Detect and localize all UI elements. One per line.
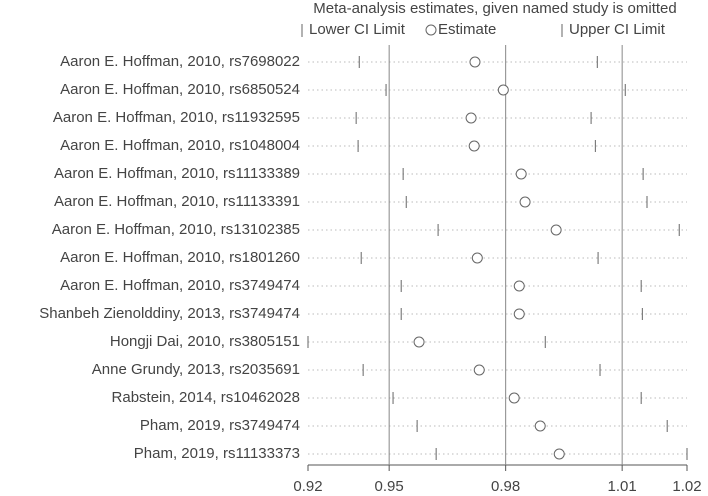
estimate-marker (468, 140, 480, 152)
y-tick-label: Aaron E. Hoffman, 2010, rs6850524 (60, 81, 300, 98)
estimate-marker (469, 56, 481, 68)
x-tick-label: 0.98 (491, 478, 520, 495)
x-tick-label: 1.01 (608, 478, 637, 495)
estimate-marker (515, 168, 527, 180)
y-tick-label: Aaron E. Hoffman, 2010, rs11133389 (54, 165, 300, 182)
y-tick-label: Aaron E. Hoffman, 2010, rs11133391 (54, 193, 300, 210)
chart-title: Meta-analysis estimates, given named stu… (313, 0, 677, 17)
y-tick-label: Anne Grundy, 2013, rs2035691 (92, 361, 300, 378)
legend-symbol (425, 24, 437, 36)
estimate-marker (413, 336, 425, 348)
y-tick-label: Shanbeh Zienolddiny, 2013, rs3749474 (39, 305, 300, 322)
x-tick-label: 0.92 (293, 478, 322, 495)
y-tick-label: Aaron E. Hoffman, 2010, rs1048004 (60, 137, 300, 154)
estimate-marker (513, 308, 525, 320)
y-tick-label: Aaron E. Hoffman, 2010, rs1801260 (60, 249, 300, 266)
legend-label: Upper CI Limit (569, 21, 666, 38)
y-tick-label: Hongji Dai, 2010, rs3805151 (110, 333, 300, 350)
legend-label: Lower CI Limit (309, 21, 406, 38)
estimate-marker (465, 112, 477, 124)
estimate-marker (508, 392, 520, 404)
estimate-marker (534, 420, 546, 432)
estimate-marker (553, 448, 565, 460)
estimate-marker (550, 224, 562, 236)
y-tick-label: Pham, 2019, rs3749474 (140, 417, 300, 434)
estimate-marker (513, 280, 525, 292)
estimate-marker (471, 252, 483, 264)
x-tick-label: 1.02 (672, 478, 701, 495)
y-tick-label: Aaron E. Hoffman, 2010, rs13102385 (52, 221, 300, 238)
y-tick-label: Rabstein, 2014, rs10462028 (112, 389, 300, 406)
y-tick-label: Aaron E. Hoffman, 2010, rs11932595 (53, 109, 300, 126)
y-tick-label: Pham, 2019, rs11133373 (134, 445, 300, 462)
legend-label: Estimate (438, 21, 496, 38)
y-tick-label: Aaron E. Hoffman, 2010, rs3749474 (60, 277, 300, 294)
estimate-marker (519, 196, 531, 208)
y-tick-label: Aaron E. Hoffman, 2010, rs7698022 (60, 53, 300, 70)
estimate-marker (497, 84, 509, 96)
estimate-marker (473, 364, 485, 376)
x-tick-label: 0.95 (375, 478, 404, 495)
